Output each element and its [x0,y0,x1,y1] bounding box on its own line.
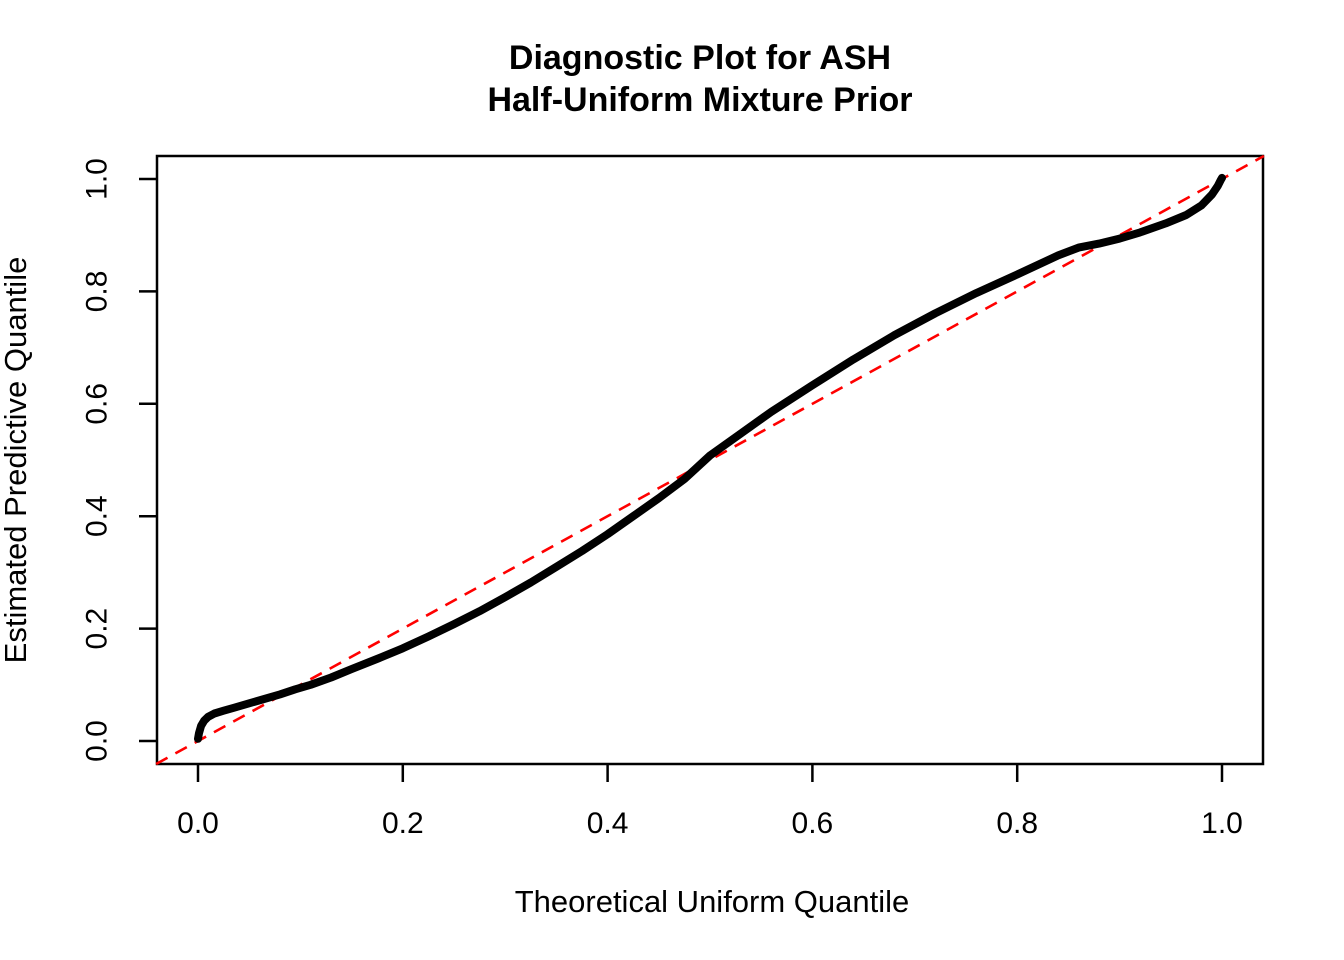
x-tick-label: 0.2 [382,807,424,840]
x-tick-label: 0.0 [177,807,219,840]
x-tick-label: 0.6 [792,807,834,840]
y-tick-label: 0.0 [81,720,114,762]
reference-diagonal-line [155,154,1265,766]
plot-title-line2: Half-Uniform Mixture Prior [487,81,912,119]
y-tick-label: 1.0 [81,158,114,200]
plot-title-line1: Diagnostic Plot for ASH [509,39,891,77]
x-axis-title: Theoretical Uniform Quantile [515,884,910,919]
y-tick-label: 0.4 [81,495,114,537]
y-tick-label: 0.6 [81,383,114,425]
x-axis-ticks: 0.0 0.2 0.4 0.6 0.8 1.0 [177,764,1243,840]
x-tick-label: 0.4 [587,807,629,840]
y-tick-label: 0.8 [81,271,114,313]
qq-curve [194,173,1226,743]
x-tick-label: 0.8 [996,807,1038,840]
y-axis-title: Estimated Predictive Quantile [0,257,33,664]
y-axis-ticks: 0.0 0.2 0.4 0.6 0.8 1.0 [81,158,157,762]
x-tick-label: 1.0 [1201,807,1243,840]
plot-border-box [155,154,1265,766]
y-tick-label: 0.2 [81,608,114,650]
